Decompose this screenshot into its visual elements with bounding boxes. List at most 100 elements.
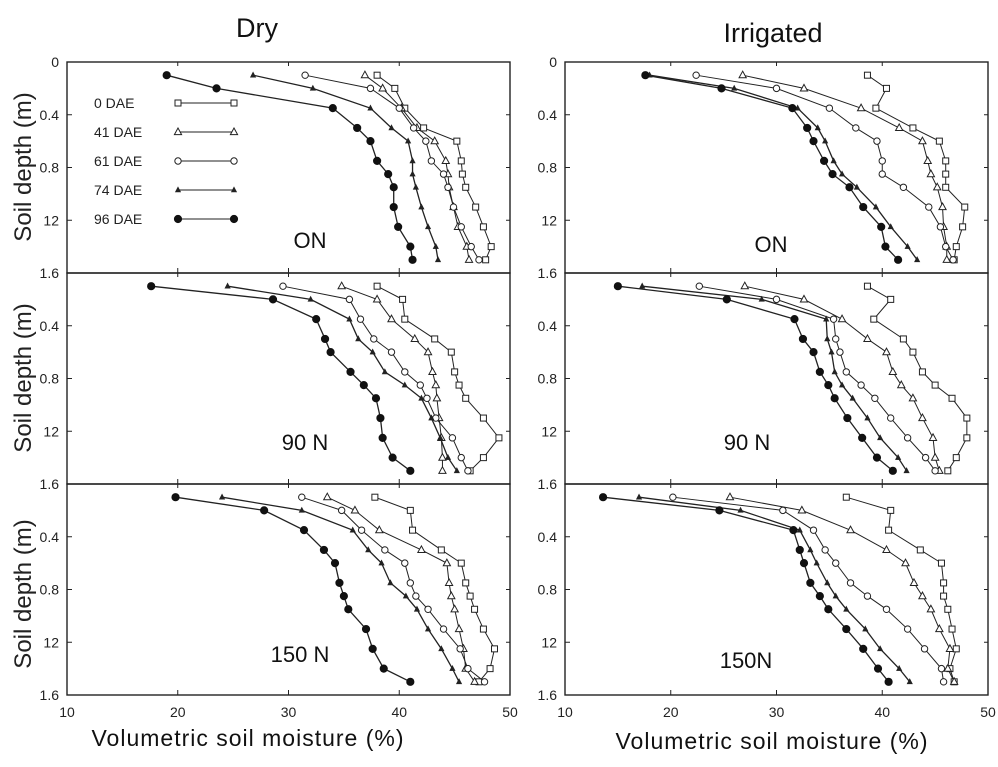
- data-point: [479, 625, 487, 633]
- data-point: [412, 592, 420, 600]
- data-point: [797, 505, 807, 514]
- data-point: [948, 625, 956, 633]
- data-point: [147, 282, 156, 291]
- data-point: [387, 579, 394, 586]
- series-line: [729, 496, 955, 683]
- x-tick-label: 30: [281, 704, 297, 720]
- data-point: [916, 546, 924, 554]
- y-tick-label: 0.8: [40, 371, 60, 387]
- y-tick-label: 0.4: [538, 107, 558, 123]
- data-point: [940, 592, 948, 600]
- data-point: [819, 156, 829, 166]
- data-point: [322, 492, 332, 501]
- data-point: [952, 454, 960, 462]
- data-point: [360, 70, 370, 79]
- data-point: [401, 559, 409, 567]
- data-point: [361, 624, 371, 634]
- series-0-dae: [863, 71, 969, 264]
- data-point: [914, 256, 921, 263]
- legend-entry: 96 DAE: [94, 211, 239, 227]
- x-tick-label: 10: [59, 704, 75, 720]
- data-point: [829, 315, 838, 323]
- data-point: [432, 242, 439, 249]
- data-point: [335, 578, 344, 588]
- data-point: [439, 625, 448, 633]
- data-point: [740, 281, 750, 290]
- y-tick-label: 0.8: [40, 160, 60, 176]
- data-point: [371, 493, 379, 501]
- legend-entry: 0 DAE: [94, 95, 238, 111]
- data-point: [882, 347, 891, 356]
- data-point: [490, 645, 498, 653]
- legend-marker: [230, 99, 238, 107]
- data-point: [857, 381, 865, 389]
- y-tick-label: 0.8: [538, 160, 558, 176]
- data-point: [945, 643, 955, 652]
- panel-irrigated-row-3: 0.4 0.8 12 1.610 20 30 40 50 150N: [538, 483, 996, 720]
- panel-treatment-label: ON: [294, 228, 327, 253]
- panel-frame: [564, 483, 989, 696]
- data-point: [369, 348, 376, 355]
- data-point: [367, 104, 374, 111]
- data-point: [934, 624, 944, 633]
- column-title-irrigated: Irrigated: [723, 18, 822, 48]
- data-point: [391, 84, 399, 92]
- data-point: [882, 544, 891, 554]
- data-point: [842, 493, 850, 501]
- data-point: [406, 242, 415, 251]
- x-axis-label-dry: Volumetric soil moisture (%): [91, 725, 404, 751]
- data-point: [162, 71, 171, 80]
- data-point: [486, 665, 494, 673]
- data-point: [359, 380, 368, 390]
- data-point: [836, 348, 844, 356]
- data-point: [872, 104, 880, 112]
- data-point: [731, 84, 738, 91]
- data-point: [799, 83, 809, 92]
- series-61-dae: [279, 282, 472, 475]
- data-point: [409, 526, 417, 534]
- data-point: [371, 394, 381, 403]
- data-point: [455, 678, 463, 685]
- data-point: [930, 452, 940, 461]
- data-point: [424, 605, 432, 613]
- data-point: [695, 282, 704, 290]
- data-point: [406, 677, 415, 686]
- y-axis-label-row-2: Soil depth (m): [10, 303, 37, 452]
- data-point: [401, 381, 408, 388]
- y-tick-label: 12: [43, 212, 59, 228]
- data-point: [942, 183, 950, 191]
- data-point: [409, 157, 416, 164]
- x-tick-label: 50: [502, 704, 518, 720]
- data-point: [457, 223, 465, 231]
- series-line: [617, 285, 894, 472]
- data-point: [378, 433, 387, 442]
- data-point: [349, 526, 356, 533]
- data-point: [307, 295, 314, 302]
- data-point: [908, 393, 918, 402]
- data-point: [467, 242, 475, 251]
- data-point: [418, 394, 425, 401]
- y-axis-label-row-1: Soil depth (m): [10, 92, 37, 241]
- data-point: [809, 137, 818, 146]
- data-point: [441, 155, 451, 165]
- data-point: [909, 348, 917, 356]
- y-tick-label: 12: [541, 212, 557, 228]
- data-point: [453, 137, 461, 145]
- data-point: [846, 525, 855, 534]
- data-point: [464, 467, 472, 475]
- data-point: [815, 367, 824, 377]
- panel-dry-row-3: 0.4 0.8 12 1.610 20 30 40 50 150 N: [40, 483, 518, 720]
- data-point: [952, 645, 960, 653]
- data-point: [845, 183, 854, 192]
- data-point: [824, 605, 833, 614]
- data-point: [863, 333, 872, 343]
- data-point: [942, 242, 950, 251]
- data-point: [937, 559, 945, 567]
- series-line: [602, 496, 890, 683]
- series-line: [649, 74, 918, 261]
- y-tick-label: 0: [549, 54, 557, 70]
- data-point: [938, 202, 947, 211]
- data-point: [926, 604, 936, 613]
- data-point: [449, 203, 458, 211]
- data-point: [830, 394, 839, 403]
